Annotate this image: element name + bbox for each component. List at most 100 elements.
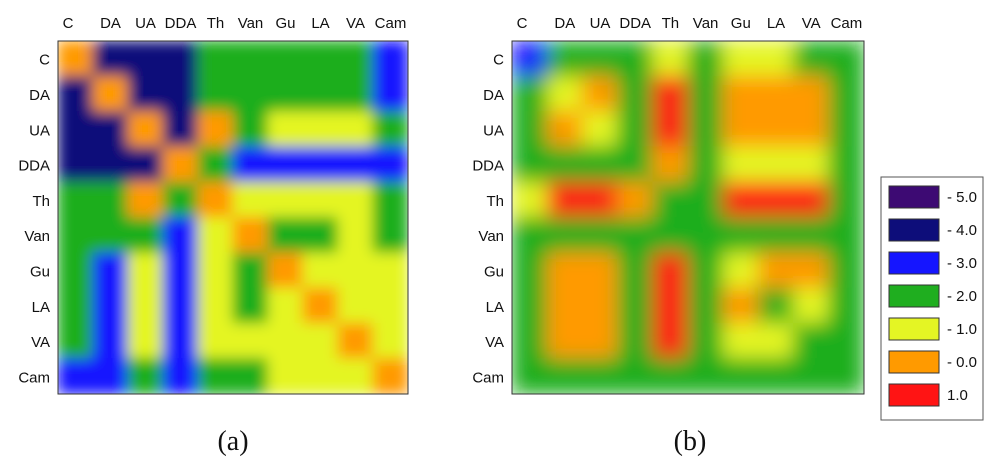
heatmap-cell-c-cam (372, 41, 408, 77)
heatmap-cell-van-th (197, 217, 234, 254)
heatmap-cell-gu-gu (722, 252, 759, 289)
heatmap-cell-gu-c (58, 252, 94, 289)
heatmap-cell-c-van (232, 41, 269, 77)
heatmap-cell-la-van (232, 287, 269, 324)
heatmap-cell-ua-la (757, 111, 795, 148)
heatmap-cell-va-dda (162, 322, 199, 360)
heatmap-cell-va-dda (617, 322, 654, 360)
color-legend: - 5.0 - 4.0 - 3.0 - 2.0 - 1.0 - 0.0 1.0 (880, 176, 984, 421)
heatmap-cell-dda-va (793, 146, 830, 183)
x-tick-label: Cam (831, 15, 863, 32)
heatmap-cell-da-cam (372, 75, 408, 113)
heatmap-a-cells (58, 41, 408, 394)
heatmap-cell-da-van (232, 75, 269, 113)
x-tick-label: VA (802, 15, 821, 32)
heatmap-cell-ua-cam (828, 111, 864, 148)
x-tick-label: UA (135, 15, 156, 32)
heatmap-cell-cam-ua (127, 358, 164, 394)
heatmap-cell-gu-gu (267, 252, 304, 289)
heatmap-cell-va-la (757, 322, 795, 360)
heatmap-cell-van-gu (722, 217, 759, 254)
heatmap-cell-dda-cam (372, 146, 408, 183)
heatmap-cell-c-gu (722, 41, 759, 77)
x-tick-label: DDA (165, 15, 197, 32)
heatmap-cell-th-va (793, 181, 830, 218)
legend-label: - 1.0 (947, 321, 977, 338)
heatmap-cell-cam-va (337, 358, 374, 394)
y-tick-label: Gu (30, 263, 50, 280)
heatmap-cell-cam-cam (372, 358, 408, 394)
heatmap-cell-van-van (687, 217, 724, 254)
legend-swatch (888, 317, 940, 341)
heatmap-cell-gu-cam (828, 252, 864, 289)
heatmap-cell-gu-th (652, 252, 689, 289)
heatmap-cell-da-c (58, 75, 94, 113)
heatmap-cell-gu-van (232, 252, 269, 289)
y-tick-label: Cam (472, 369, 504, 386)
heatmap-b-frame (511, 40, 865, 395)
y-tick-label: C (493, 52, 504, 69)
heatmap-cell-va-cam (372, 322, 408, 360)
heatmap-cell-c-th (652, 41, 689, 77)
y-tick-label: C (39, 52, 50, 69)
heatmap-cell-c-c (512, 41, 548, 77)
heatmap-cell-van-th (652, 217, 689, 254)
heatmap-cell-c-ua (581, 41, 619, 77)
x-tick-label: C (517, 15, 528, 32)
heatmap-cell-cam-th (197, 358, 234, 394)
heatmap-cell-c-gu (267, 41, 304, 77)
heatmap-cell-va-gu (722, 322, 759, 360)
heatmap-a-x-ticks: C DA UA DDA Th Van Gu LA VA Cam (63, 15, 407, 32)
heatmap-cell-va-gu (267, 322, 304, 360)
heatmap-cell-va-ua (127, 322, 164, 360)
legend-label: - 4.0 (947, 222, 977, 239)
legend-swatch (888, 350, 940, 374)
heatmap-cell-dda-dda (617, 146, 654, 183)
heatmap-cell-c-la (302, 41, 339, 77)
heatmap-cell-van-c (58, 217, 94, 254)
heatmap-cell-ua-da (92, 111, 129, 148)
heatmap-cell-dda-ua (581, 146, 619, 183)
heatmap-cell-va-th (197, 322, 234, 360)
heatmap-cell-cam-la (757, 358, 795, 394)
x-tick-label: LA (767, 15, 785, 32)
heatmap-cell-da-da (546, 75, 583, 113)
heatmap-cell-c-va (337, 41, 374, 77)
legend-swatch (888, 284, 940, 308)
heatmap-cell-la-ua (581, 287, 619, 324)
heatmap-cell-dda-va (337, 146, 374, 183)
heatmap-cell-va-c (512, 322, 548, 360)
y-tick-label: DDA (18, 158, 50, 175)
heatmap-cell-cam-da (92, 358, 129, 394)
y-tick-label: VA (31, 334, 50, 351)
y-tick-label: DA (483, 87, 504, 104)
heatmap-cell-van-da (546, 217, 583, 254)
heatmap-cell-va-cam (828, 322, 864, 360)
heatmap-cell-th-dda (617, 181, 654, 218)
heatmap-cell-cam-th (652, 358, 689, 394)
heatmap-cell-da-ua (127, 75, 164, 113)
heatmap-cell-th-gu (267, 181, 304, 218)
heatmap-cell-ua-th (652, 111, 689, 148)
heatmap-cell-ua-van (687, 111, 724, 148)
heatmap-cell-la-gu (267, 287, 304, 324)
heatmap-cell-ua-la (302, 111, 339, 148)
heatmap-cell-van-va (793, 217, 830, 254)
heatmap-cell-la-la (302, 287, 339, 324)
y-tick-label: Gu (484, 263, 504, 280)
heatmap-cell-la-la (757, 287, 795, 324)
heatmap-cell-la-da (546, 287, 583, 324)
heatmap-cell-dda-la (302, 146, 339, 183)
heatmap-cell-da-dda (162, 75, 199, 113)
heatmap-cell-la-van (687, 287, 724, 324)
y-tick-label: LA (32, 299, 50, 316)
heatmap-cell-cam-va (793, 358, 830, 394)
heatmap-b: C DA UA DDA Th Van Gu LA VA Cam C DA UA DDA Th Van Gu LA… (472, 15, 865, 457)
heatmap-cell-van-dda (162, 217, 199, 254)
heatmap-cell-gu-th (197, 252, 234, 289)
heatmap-cell-ua-va (793, 111, 830, 148)
heatmap-cell-dda-cam (828, 146, 864, 183)
heatmap-cell-cam-cam (828, 358, 864, 394)
heatmap-cell-c-van (687, 41, 724, 77)
heatmap-cell-ua-va (337, 111, 374, 148)
